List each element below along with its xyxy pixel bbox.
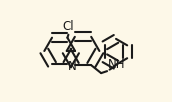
Text: Cl: Cl: [63, 20, 74, 33]
Text: N: N: [68, 60, 77, 73]
Text: NH: NH: [108, 58, 125, 71]
